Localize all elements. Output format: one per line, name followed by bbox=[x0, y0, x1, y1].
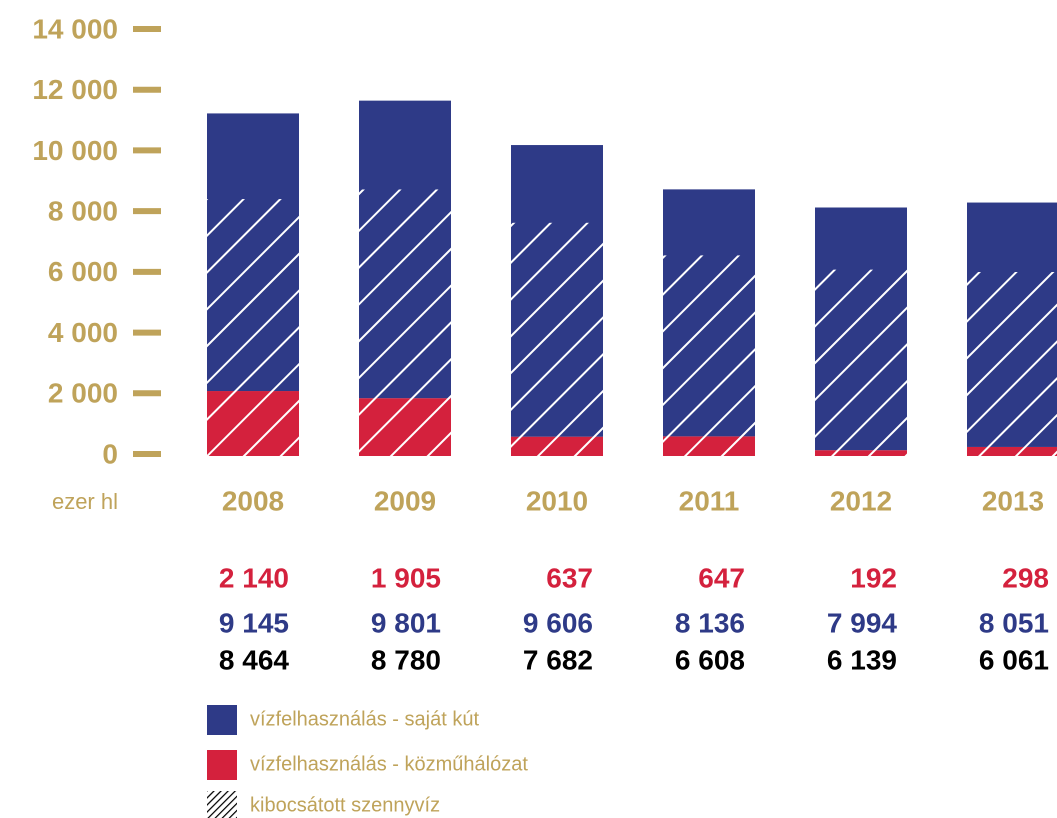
x-tick-label: 2009 bbox=[374, 485, 436, 516]
value-label: 8 136 bbox=[675, 607, 745, 638]
unit-label: ezer hl bbox=[52, 489, 118, 514]
legend-swatch bbox=[207, 791, 237, 818]
legend-label: kibocsátott szennyvíz bbox=[250, 794, 440, 816]
x-tick-label: 2011 bbox=[679, 485, 740, 516]
value-label: 8 464 bbox=[219, 644, 289, 675]
x-tick-label: 2013 bbox=[982, 485, 1044, 516]
y-tick-label: 14 000 bbox=[32, 13, 118, 44]
value-label: 1 905 bbox=[371, 562, 441, 593]
x-tick-label: 2012 bbox=[830, 485, 892, 516]
value-label: 9 145 bbox=[219, 607, 289, 638]
value-label: 6 139 bbox=[827, 644, 897, 675]
value-label: 6 608 bbox=[675, 644, 745, 675]
value-label: 637 bbox=[546, 562, 593, 593]
y-tick-label: 12 000 bbox=[32, 74, 118, 105]
legend-swatch bbox=[207, 705, 237, 735]
overlay-bar bbox=[815, 269, 907, 456]
legend-swatch bbox=[207, 750, 237, 780]
value-label: 8 051 bbox=[979, 607, 1049, 638]
value-label: 9 801 bbox=[371, 607, 441, 638]
y-tick-label: 8 000 bbox=[48, 196, 118, 227]
value-label: 7 682 bbox=[523, 644, 593, 675]
y-tick-label: 4 000 bbox=[48, 317, 118, 348]
legend-label: vízfelhasználás - saját kút bbox=[250, 708, 479, 730]
value-label: 647 bbox=[698, 562, 745, 593]
value-label: 6 061 bbox=[979, 644, 1049, 675]
y-tick-label: 10 000 bbox=[32, 135, 118, 166]
y-tick-label: 6 000 bbox=[48, 256, 118, 287]
overlay-bar bbox=[359, 189, 451, 456]
overlay-bar bbox=[663, 255, 755, 456]
overlay-bar bbox=[967, 272, 1057, 456]
x-tick-label: 2010 bbox=[526, 485, 588, 516]
y-tick-label: 0 bbox=[102, 438, 118, 469]
value-label: 8 780 bbox=[371, 644, 441, 675]
value-label: 9 606 bbox=[523, 607, 593, 638]
value-label: 7 994 bbox=[827, 607, 897, 638]
x-tick-label: 2008 bbox=[222, 485, 284, 516]
y-tick-label: 2 000 bbox=[48, 378, 118, 409]
overlay-bar bbox=[511, 222, 603, 456]
value-label: 192 bbox=[850, 562, 897, 593]
overlay-bar bbox=[207, 199, 299, 457]
value-label: 298 bbox=[1002, 562, 1049, 593]
legend-label: vízfelhasználás - közműhálózat bbox=[250, 753, 528, 775]
value-label: 2 140 bbox=[219, 562, 289, 593]
